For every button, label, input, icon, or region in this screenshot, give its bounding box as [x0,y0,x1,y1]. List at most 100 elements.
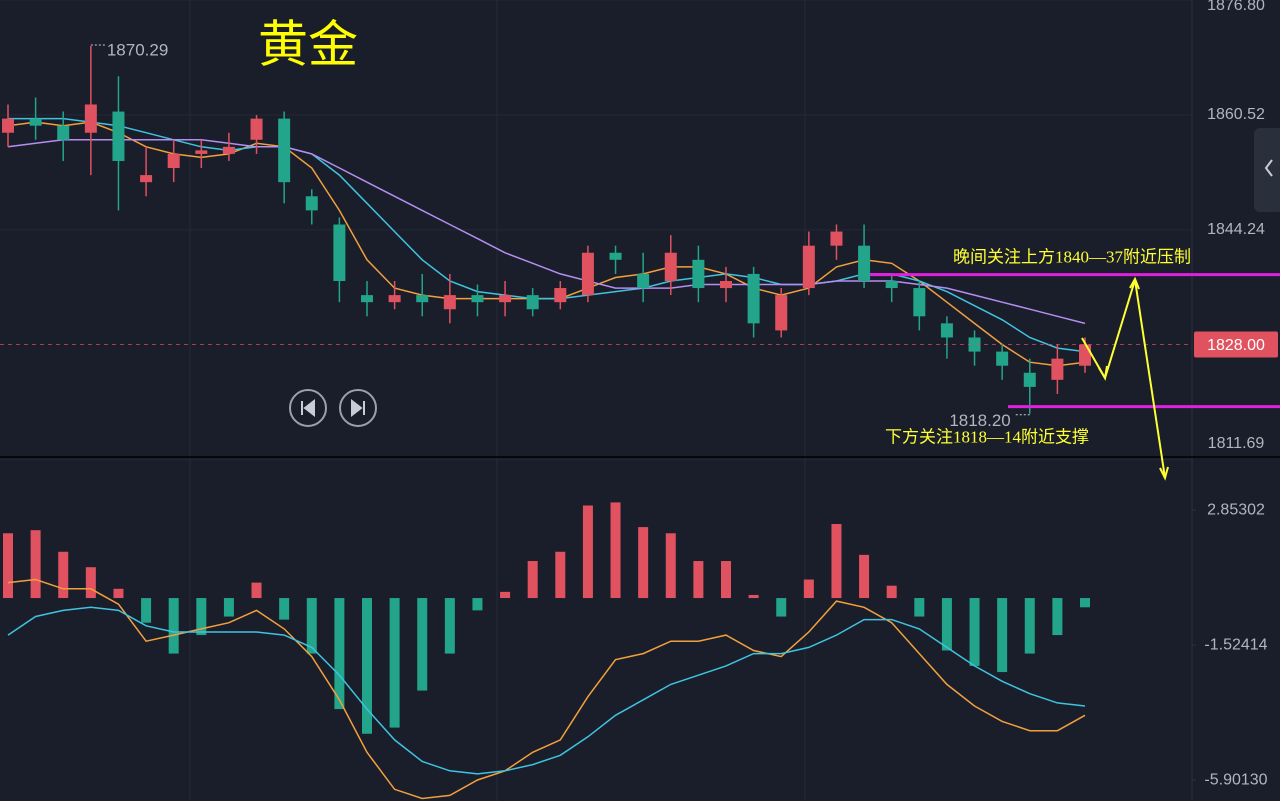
macd-bar [1080,598,1090,608]
macd-bar [417,598,428,691]
candle-body [305,196,318,211]
next-button[interactable] [339,389,377,427]
candle-body [885,280,898,289]
macd-bar [748,594,759,599]
moving-average [7,139,1086,325]
vertical-grid [189,0,806,801]
candle-body [913,288,926,317]
candle-body [471,295,484,303]
candle-body [554,288,567,303]
macd-bar [85,567,96,599]
macd-bar [444,598,455,654]
last-price-box [1194,331,1278,358]
forecast-path [1081,279,1166,479]
candle-body [278,118,291,183]
candle-body [388,295,401,303]
macd-bar [1024,598,1035,654]
macd-bar [251,582,262,599]
arrow-head [1159,466,1169,481]
candle-body [499,295,512,303]
high-label: 1870.29 [107,40,168,59]
candle-body [692,259,705,289]
macd-bar [776,598,787,617]
candle-body [1079,344,1091,366]
chart-title: 黄金 [258,16,358,72]
candle-body [968,337,981,352]
next-icon [351,398,365,418]
prev-icon [301,398,315,418]
y-tick-label: 1876.80 [1207,0,1265,14]
candle-body [112,111,125,161]
macd-bar [582,505,593,599]
macd-bar [3,533,13,599]
macd-bar [58,551,69,599]
collapse-icon [1264,159,1273,177]
forecast-arrow [1081,276,1169,481]
candle-body [222,146,235,154]
macd-bar [638,527,649,599]
candle-body [416,295,429,303]
macd-bar [113,588,124,599]
macd-bar [141,598,152,623]
candle-body [609,252,622,260]
candle-body [140,175,153,183]
collapse-tab[interactable] [1254,128,1280,212]
candle-body [333,224,346,281]
y-tick-label: 2.85302 [1207,501,1265,518]
candle-body [830,231,843,246]
playback-controls[interactable] [289,389,377,427]
prev-button[interactable] [289,389,327,427]
candle-body [775,295,788,331]
candle-body [664,252,677,281]
candle-body [526,295,539,310]
macd-bar [472,598,483,611]
macd-bar [555,551,566,599]
candle-body [250,118,263,140]
macd-bar [389,598,400,728]
resistance-note: 晚间关注上方1840—37附近压制 [953,248,1191,267]
macd-bar [334,598,345,710]
macd-bar [969,598,980,666]
macd-bar [279,598,290,620]
arrow-head [1129,276,1140,290]
macd-bar [831,524,842,599]
macd-bar [306,598,317,654]
macd-bar [997,598,1008,673]
macd-bar [721,561,731,599]
macd-bar [665,533,676,599]
macd-bar [610,502,621,599]
macd-bar [223,598,234,617]
y-tick-label: -5.90130 [1204,771,1267,788]
candle-body [996,351,1009,366]
macd-bar [693,561,704,599]
macd-bar [1052,598,1063,636]
candle-body [361,295,373,303]
moving-average [8,117,1086,353]
support-note: 下方关注1818—14附近支撑 [885,428,1089,447]
candle-body [747,273,760,324]
y-tick-label: 1860.52 [1207,106,1265,123]
candle-body [858,245,871,281]
macd-bar [30,530,41,599]
arrow-head [1098,365,1108,381]
candle-body [1051,358,1064,380]
macd-bar [914,598,925,617]
y-tick-label: 1844.24 [1207,221,1265,238]
candle-body [167,153,180,169]
candle-body [802,245,815,289]
macd-bar [168,598,179,654]
candle-body [637,273,650,289]
candle-body [1023,372,1036,387]
candle-body [195,150,208,154]
macd-line [7,606,1086,775]
candle-body [443,295,456,310]
y-tick-label: 1811.69 [1208,435,1265,452]
candle-body [581,252,594,296]
macd-bar [500,591,511,599]
candle-body [2,118,14,133]
macd-bar [886,585,897,599]
